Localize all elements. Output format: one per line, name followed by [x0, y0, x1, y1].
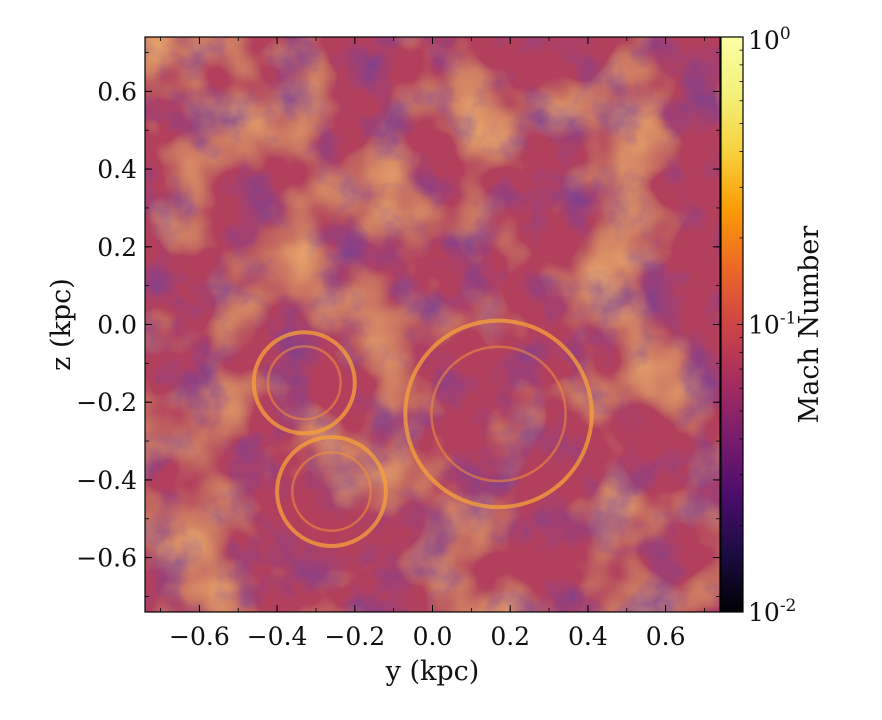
colorbar-tick-label: 10-1: [748, 309, 796, 340]
shell-inner-ring-2: [266, 345, 342, 421]
colorbar: 10-2 10-1 100 Mach Number: [720, 24, 825, 627]
colorbar-tick-label: 10-2: [748, 596, 796, 627]
heatmap-field: [145, 37, 720, 612]
y-tick-label: −0.6: [76, 544, 137, 573]
colorbar-label: Mach Number: [794, 226, 825, 424]
y-tick-label: 0.6: [97, 77, 137, 106]
feature-layer: [251, 318, 594, 548]
y-tick-label: −0.4: [76, 466, 137, 495]
colorbar-tick-label: 100: [748, 24, 791, 55]
y-axis-label: z (kpc): [46, 278, 77, 371]
x-tick-label: −0.6: [169, 622, 230, 651]
x-tick-label: 0.4: [568, 622, 608, 651]
x-tick-label: 0.0: [413, 622, 453, 651]
x-tick-label: 0.6: [646, 622, 686, 651]
shell-inner-ring-1: [291, 451, 372, 532]
x-axis-label: y (kpc): [385, 656, 480, 687]
shell-ring-2: [251, 330, 357, 436]
plot-area: [144, 36, 721, 613]
shell-inner-ring-3: [430, 345, 567, 483]
y-tick-label: 0.4: [97, 155, 137, 184]
shell-ring-3: [403, 318, 594, 510]
colorbar-ticks: 10-2 10-1 100: [737, 24, 796, 627]
y-tick-label: −0.2: [76, 388, 137, 417]
y-tick-label: 0.0: [97, 311, 137, 340]
x-tick-label: −0.4: [247, 622, 308, 651]
x-tick-label: 0.2: [490, 622, 530, 651]
y-axis: −0.6 −0.4 −0.2 0.0 0.2 0.4 0.6: [76, 52, 720, 597]
x-tick-label: −0.2: [324, 622, 385, 651]
shell-ring-1: [275, 435, 388, 548]
x-axis: −0.6 −0.4 −0.2 0.0 0.2 0.4 0.6: [160, 37, 705, 651]
y-tick-label: 0.2: [97, 233, 137, 262]
